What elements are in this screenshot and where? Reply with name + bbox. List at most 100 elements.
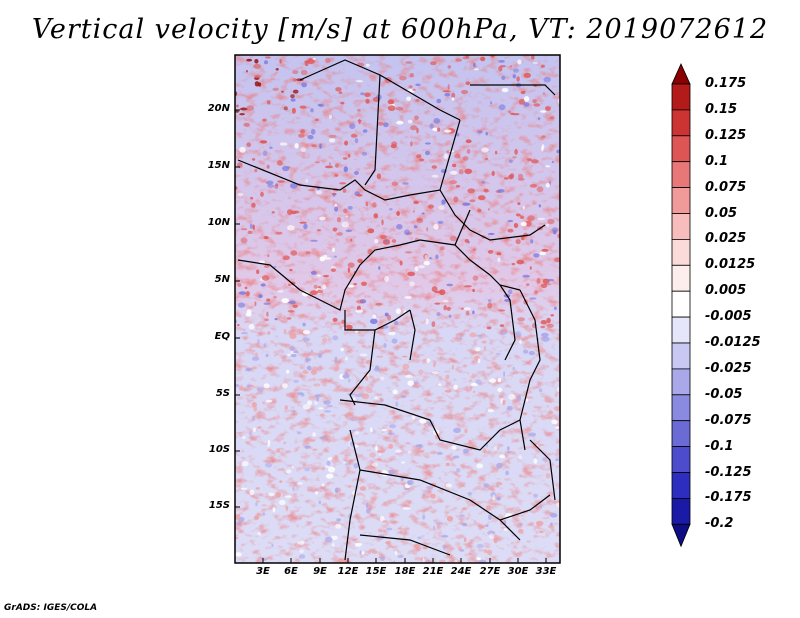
field-speckle (310, 239, 319, 242)
field-speckle (251, 202, 256, 208)
field-speckle (335, 523, 342, 529)
field-speckle (533, 493, 538, 498)
field-speckle (464, 239, 469, 243)
field-speckle (257, 338, 260, 345)
field-speckle (548, 525, 555, 529)
field-speckle (329, 508, 333, 511)
field-speckle (506, 406, 513, 411)
field-speckle (496, 484, 499, 488)
field-speckle (360, 92, 365, 96)
field-speckle (430, 493, 436, 499)
field-speckle (273, 296, 277, 299)
field-speckle (522, 90, 526, 93)
field-speckle (525, 398, 529, 402)
field-speckle (416, 154, 422, 159)
field-speckle (391, 409, 396, 415)
field-speckle (287, 310, 295, 313)
field-speckle (483, 188, 489, 193)
field-speckle (307, 189, 315, 192)
field-speckle (403, 229, 411, 236)
field-speckle (322, 337, 328, 344)
field-speckle (263, 236, 269, 240)
field-speckle (469, 332, 478, 338)
field-speckle (397, 555, 404, 559)
field-speckle (258, 82, 262, 87)
field-speckle (267, 254, 270, 258)
field-speckle (402, 182, 409, 185)
field-speckle (451, 97, 455, 101)
field-speckle (252, 224, 255, 230)
colorbar-label: -0.075 (705, 412, 752, 428)
field-speckle (334, 357, 338, 363)
field-speckle (281, 298, 290, 304)
field-speckle (365, 63, 370, 67)
field-speckle (464, 285, 472, 288)
colorbar-segment (671, 523, 691, 548)
field-speckle (239, 146, 246, 153)
field-speckle (375, 302, 383, 306)
field-speckle (377, 458, 382, 462)
field-speckle (380, 516, 385, 522)
field-speckle (366, 508, 371, 514)
field-speckle (330, 268, 336, 272)
lat-label: EQ (214, 331, 230, 342)
field-speckle (513, 223, 519, 228)
field-speckle (243, 122, 250, 127)
field-speckle (384, 275, 389, 282)
field-speckle (407, 450, 412, 454)
field-speckle (527, 215, 535, 222)
field-speckle (442, 544, 447, 550)
field-speckle (353, 397, 356, 401)
field-speckle (412, 210, 415, 213)
colorbar-label: 0.05 (705, 205, 738, 221)
field-speckle (518, 173, 524, 179)
field-speckle (322, 284, 327, 290)
field-speckle (323, 254, 328, 259)
field-speckle (263, 383, 270, 389)
field-speckle (258, 294, 263, 298)
field-speckle (451, 364, 454, 370)
field-speckle (431, 174, 439, 178)
field-speckle (338, 558, 345, 563)
field-speckle (285, 505, 289, 512)
field-speckle (452, 455, 460, 459)
lon-label: 33E (535, 566, 557, 577)
field-speckle (320, 413, 325, 418)
colorbar-segment (671, 497, 691, 525)
field-speckle (314, 161, 320, 164)
field-speckle (541, 332, 549, 337)
field-speckle (246, 69, 248, 73)
field-speckle (314, 118, 319, 122)
field-speckle (253, 406, 258, 412)
field-speckle (447, 65, 452, 69)
field-speckle (431, 165, 437, 169)
field-speckle (290, 281, 296, 286)
field-speckle (545, 165, 551, 168)
field-speckle (426, 227, 429, 232)
field-speckle (530, 239, 534, 244)
field-speckle (350, 134, 358, 138)
field-speckle (318, 500, 322, 505)
field-speckle (432, 371, 439, 374)
field-speckle (452, 163, 457, 168)
field-speckle (237, 324, 240, 326)
field-speckle (361, 151, 368, 156)
colorbar-label: -0.025 (705, 360, 752, 376)
field-speckle (316, 274, 321, 277)
field-speckle (428, 204, 434, 209)
field-speckle (332, 317, 338, 322)
field-speckle (267, 100, 271, 105)
field-speckle (304, 445, 311, 449)
field-speckle (246, 142, 252, 147)
field-speckle (467, 491, 472, 496)
field-speckle (269, 146, 273, 149)
field-speckle (237, 283, 242, 287)
field-speckle (472, 390, 476, 394)
field-speckle (292, 70, 299, 75)
field-speckle (311, 144, 317, 148)
field-speckle (235, 110, 240, 113)
field-speckle (242, 436, 246, 439)
colorbar-label: 0.15 (705, 101, 738, 117)
field-speckle (465, 310, 470, 316)
field-speckle (313, 383, 321, 387)
